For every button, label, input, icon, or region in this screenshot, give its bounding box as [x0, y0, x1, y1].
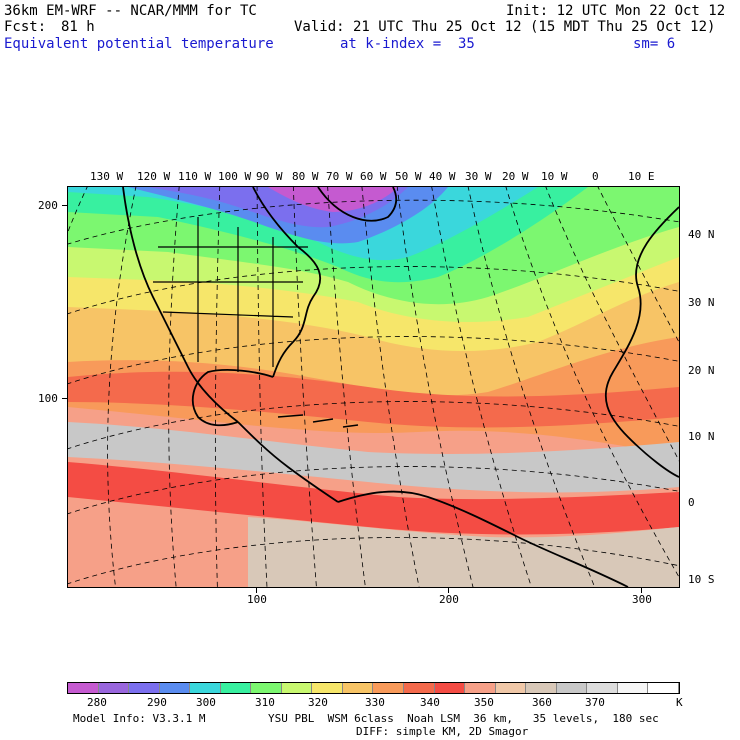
graticule	[68, 187, 679, 587]
lon-label-60w: 60 W	[360, 170, 387, 183]
grid-x-label-100: 100	[247, 593, 267, 606]
field-band-red-equator	[68, 462, 679, 535]
colorbar-swatch	[98, 683, 130, 693]
grid-tick-bottom-300	[641, 588, 642, 593]
coast-greenland	[317, 187, 398, 222]
colorbar-label-290: 290	[147, 696, 167, 709]
colorbar-label-350: 350	[474, 696, 494, 709]
lon-label-40w: 40 W	[429, 170, 456, 183]
colorbar-swatch	[342, 683, 374, 693]
caribbean-islands	[277, 414, 359, 428]
model-title: 36km EM-WRF -- NCAR/MMM for TC	[4, 3, 257, 19]
lon-label-10e: 10 E	[628, 170, 655, 183]
grid-x-label-200: 200	[439, 593, 459, 606]
colorbar	[67, 682, 680, 694]
smoothing-label: sm= 6	[633, 36, 676, 52]
colorbar-swatch	[465, 683, 496, 693]
lon-label-20w: 20 W	[502, 170, 529, 183]
colorbar-swatch	[251, 683, 282, 693]
diffusion-info: DIFF: simple KM, 2D Smagor	[356, 725, 529, 738]
grid-tick-left-200	[62, 205, 67, 206]
colorbar-label-370: 370	[585, 696, 605, 709]
colorbar-swatch	[129, 683, 160, 693]
coast-europe-africa	[604, 206, 679, 478]
lon-label-0: 0	[592, 170, 599, 183]
lon-label-10w: 10 W	[541, 170, 568, 183]
colorbar-swatch	[526, 683, 557, 693]
colorbar-swatch	[495, 683, 527, 693]
lon-label-30w: 30 W	[465, 170, 492, 183]
grid-tick-left-100	[62, 398, 67, 399]
model-info: Model Info: V3.3.1 M	[73, 712, 206, 725]
lat-label-10s: 10 S	[688, 573, 715, 586]
grid-tick-bottom-100	[256, 588, 257, 593]
lon-label-50w: 50 W	[395, 170, 422, 183]
lon-label-70w: 70 W	[326, 170, 353, 183]
us-state-lines	[153, 217, 308, 372]
colorbar-swatch	[190, 683, 221, 693]
colorbar-swatch	[281, 683, 313, 693]
lon-label-80w: 80 W	[292, 170, 319, 183]
lon-label-90w: 90 W	[256, 170, 283, 183]
lon-label-130w: 130 W	[90, 170, 124, 183]
lat-label-20n: 20 N	[688, 364, 715, 377]
grid-x-label-300: 300	[632, 593, 652, 606]
coastlines	[122, 187, 679, 587]
field-name: Equivalent potential temperature	[4, 36, 274, 52]
field-band-purple	[268, 187, 398, 212]
init-time: Init: 12 UTC Mon 22 Oct 12	[506, 3, 726, 19]
coast-south-america	[337, 490, 629, 587]
lat-label-30n: 30 N	[688, 296, 715, 309]
colorbar-label-340: 340	[420, 696, 440, 709]
lon-label-120w: 120 W	[137, 170, 171, 183]
level-label: at k-index = 35	[340, 36, 475, 52]
colorbar-swatch	[68, 683, 99, 693]
equivalent-potential-temperature-map	[67, 186, 680, 588]
colorbar-swatch	[556, 683, 588, 693]
forecast-label: Fcst:	[4, 19, 47, 35]
grid-tick-bottom-200	[448, 588, 449, 593]
field-band-grey-tropics	[68, 422, 679, 493]
coast-central-america	[237, 421, 339, 503]
colorbar-label-310: 310	[255, 696, 275, 709]
colorbar-label-330: 330	[365, 696, 385, 709]
lat-label-0: 0	[688, 496, 695, 509]
grid-y-label-200: 200	[38, 199, 58, 212]
colorbar-swatch	[617, 683, 649, 693]
grid-y-label-100: 100	[38, 392, 58, 405]
lon-label-110w: 110 W	[178, 170, 212, 183]
lon-label-100w: 100 W	[218, 170, 252, 183]
coast-gulf-of-mexico	[191, 369, 274, 427]
colorbar-swatch	[373, 683, 405, 693]
colorbar-unit: K	[676, 696, 683, 709]
coast-north-america-east	[252, 187, 322, 378]
field-band-grey-south	[248, 517, 679, 587]
colorbar-label-320: 320	[308, 696, 328, 709]
forecast-hours: 81 h	[61, 19, 95, 35]
colorbar-label-300: 300	[196, 696, 216, 709]
colorbar-label-280: 280	[87, 696, 107, 709]
lat-label-10n: 10 N	[688, 430, 715, 443]
lat-label-40n: 40 N	[688, 228, 715, 241]
colorbar-swatch	[159, 683, 191, 693]
coast-north-america-west	[122, 187, 239, 423]
physics-info: YSU PBL WSM 6class Noah LSM 36 km, 35 le…	[268, 712, 659, 725]
colorbar-swatch	[587, 683, 618, 693]
valid-time: Valid: 21 UTC Thu 25 Oct 12 (15 MDT Thu …	[294, 19, 716, 35]
colorbar-label-360: 360	[532, 696, 552, 709]
colorbar-swatch	[434, 683, 466, 693]
colorbar-swatch	[220, 683, 252, 693]
field-band-red-north	[68, 371, 679, 428]
colorbar-swatch	[648, 683, 679, 693]
colorbar-swatch	[404, 683, 435, 693]
colorbar-swatch	[312, 683, 343, 693]
